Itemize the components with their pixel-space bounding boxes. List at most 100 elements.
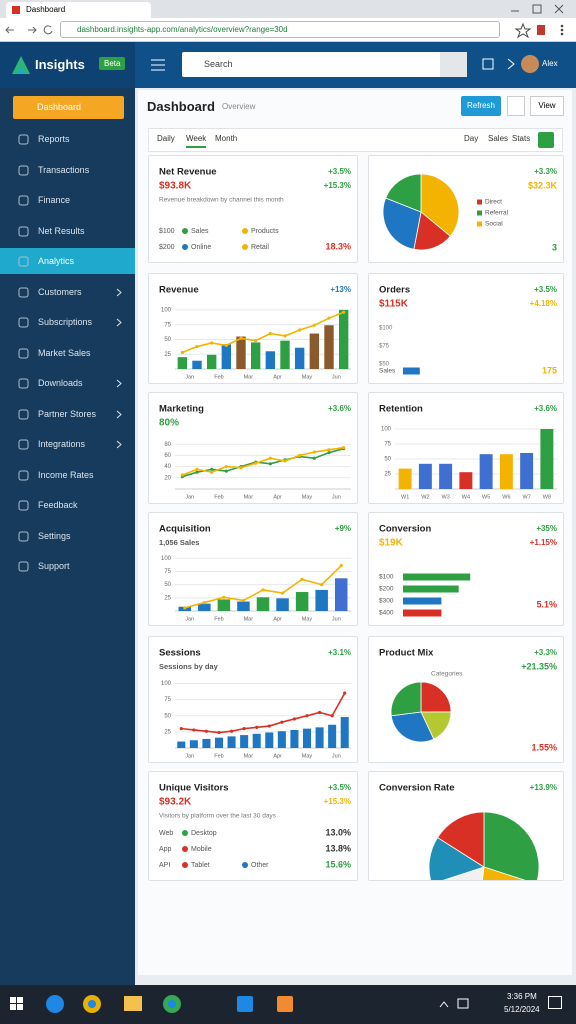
nav-item[interactable]: Support (0, 553, 135, 579)
nav-buttons[interactable] (4, 23, 56, 37)
address-bar: dashboard.insights-app.com/analytics/ove… (0, 18, 576, 42)
nav-item[interactable]: Settings (0, 523, 135, 549)
nav-label: Subscriptions (38, 317, 93, 327)
bar (294, 347, 305, 369)
change: +13% (330, 285, 351, 294)
nav-item[interactable]: Transactions (0, 157, 135, 183)
line (182, 446, 344, 476)
nav-item[interactable]: Customers (0, 279, 135, 305)
nav-item[interactable]: Feedback (0, 492, 135, 518)
url: dashboard.insights-app.com/analytics/ove… (77, 25, 288, 34)
nav-label: Reports (38, 134, 70, 144)
nav-item[interactable]: Finance (0, 187, 135, 213)
point (312, 456, 316, 460)
nav-item[interactable]: Integrations (0, 431, 135, 457)
card-canvas: Marketing +3.6% 80% 20 40 60 80 Jan Feb Mar Apr May… (159, 404, 351, 500)
y-tick-label: 75 (164, 697, 171, 703)
tab[interactable]: Week (186, 134, 207, 148)
row-value: 15.6% (325, 859, 351, 869)
nav-icon (18, 226, 29, 236)
filter-button[interactable] (538, 132, 554, 148)
icon-button[interactable] (507, 96, 525, 116)
search-box[interactable]: Search (182, 52, 467, 77)
y-tick-label: 100 (161, 681, 172, 687)
pie-slice (385, 173, 422, 213)
card-title: Revenue (159, 285, 199, 296)
search-placeholder: Search (204, 59, 233, 69)
y-tick-label: 100 (161, 556, 172, 562)
tab-bar: Dashboard (0, 0, 576, 18)
line (182, 447, 344, 478)
bar (340, 717, 349, 748)
card: Conversion +35% +1.15% $19K $100 $200 $300 $400… (368, 512, 564, 626)
nav-item[interactable]: Reports (0, 126, 135, 152)
nav-label: Feedback (38, 500, 78, 510)
tab[interactable]: Daily (157, 134, 175, 143)
bar (277, 731, 286, 748)
nav-item[interactable]: Partner Stores (0, 401, 135, 427)
bar-value: 175 (542, 365, 557, 375)
nav-item[interactable]: Market Sales (0, 340, 135, 366)
bar (540, 429, 554, 489)
point (312, 450, 316, 454)
bar (403, 367, 420, 375)
nav-item[interactable]: Downloads (0, 370, 135, 396)
nav-label: Customers (38, 286, 82, 297)
filter[interactable]: Day (464, 134, 479, 143)
x-tick-label: W1 (401, 494, 409, 500)
view-button[interactable]: View (530, 96, 564, 116)
change: +15.3% (324, 181, 351, 190)
url-field[interactable]: dashboard.insights-app.com/analytics/ove… (60, 21, 500, 38)
bar (217, 599, 231, 611)
card: Marketing +3.6% 80% 20 40 60 80 Jan Feb Mar Apr May… (148, 392, 358, 504)
x-tick-label: Mar (244, 374, 254, 380)
header-icons[interactable] (480, 56, 520, 74)
filter[interactable]: Stats (512, 134, 531, 143)
filter[interactable]: Sales (488, 134, 509, 143)
point (268, 331, 272, 336)
nav-item[interactable]: Net Results (0, 218, 135, 244)
notifications[interactable] (548, 996, 562, 1009)
value: $115K (379, 299, 409, 310)
x-tick-label: Mar (244, 616, 254, 622)
search-button[interactable] (440, 52, 467, 77)
change: +3.6% (328, 404, 351, 413)
bar (189, 740, 198, 748)
legend-label: Social (485, 221, 503, 228)
change: +3.6% (534, 404, 557, 413)
tab[interactable]: Month (215, 134, 238, 143)
pie-slice (390, 681, 422, 717)
sidebar: Dashboard Reports Transactions Finance Net … (0, 88, 135, 985)
bar (328, 724, 337, 748)
nav-icon (18, 348, 29, 358)
change: +1.15% (530, 538, 557, 547)
legend-label: Tablet (191, 862, 210, 869)
x-tick-label: Mar (244, 494, 254, 500)
avatar[interactable] (521, 55, 539, 73)
browser-tab[interactable]: Dashboard (6, 2, 151, 18)
browser-icons[interactable] (515, 22, 571, 38)
legend-label: Retail (251, 244, 269, 251)
point (224, 469, 228, 473)
taskbar-icons[interactable] (0, 985, 480, 1024)
menu-icon[interactable] (150, 58, 168, 72)
legend-dot (182, 830, 188, 836)
nav-icon (18, 409, 29, 419)
nav-icon (18, 470, 29, 480)
caption: Categories (431, 671, 463, 678)
nav-item[interactable]: Analytics (0, 248, 135, 274)
card-canvas: Unique Visitors +3.5% +15.3% Visitors by pl… (159, 783, 351, 870)
bar (256, 597, 270, 611)
nav-item[interactable]: Income Rates (0, 462, 135, 488)
nav-item[interactable]: Subscriptions (0, 309, 135, 335)
button-label: Refresh (466, 101, 495, 110)
primary-nav-button[interactable]: Dashboard (13, 96, 124, 119)
chevron (116, 440, 122, 449)
legend-dot (242, 244, 248, 250)
refresh-button[interactable]: Refresh (461, 96, 501, 116)
bar (250, 342, 261, 369)
y-tick-label: 75 (384, 442, 391, 448)
legend-label: Products (251, 228, 279, 235)
value: $93.8K (159, 181, 192, 192)
legend-dot (242, 862, 248, 868)
